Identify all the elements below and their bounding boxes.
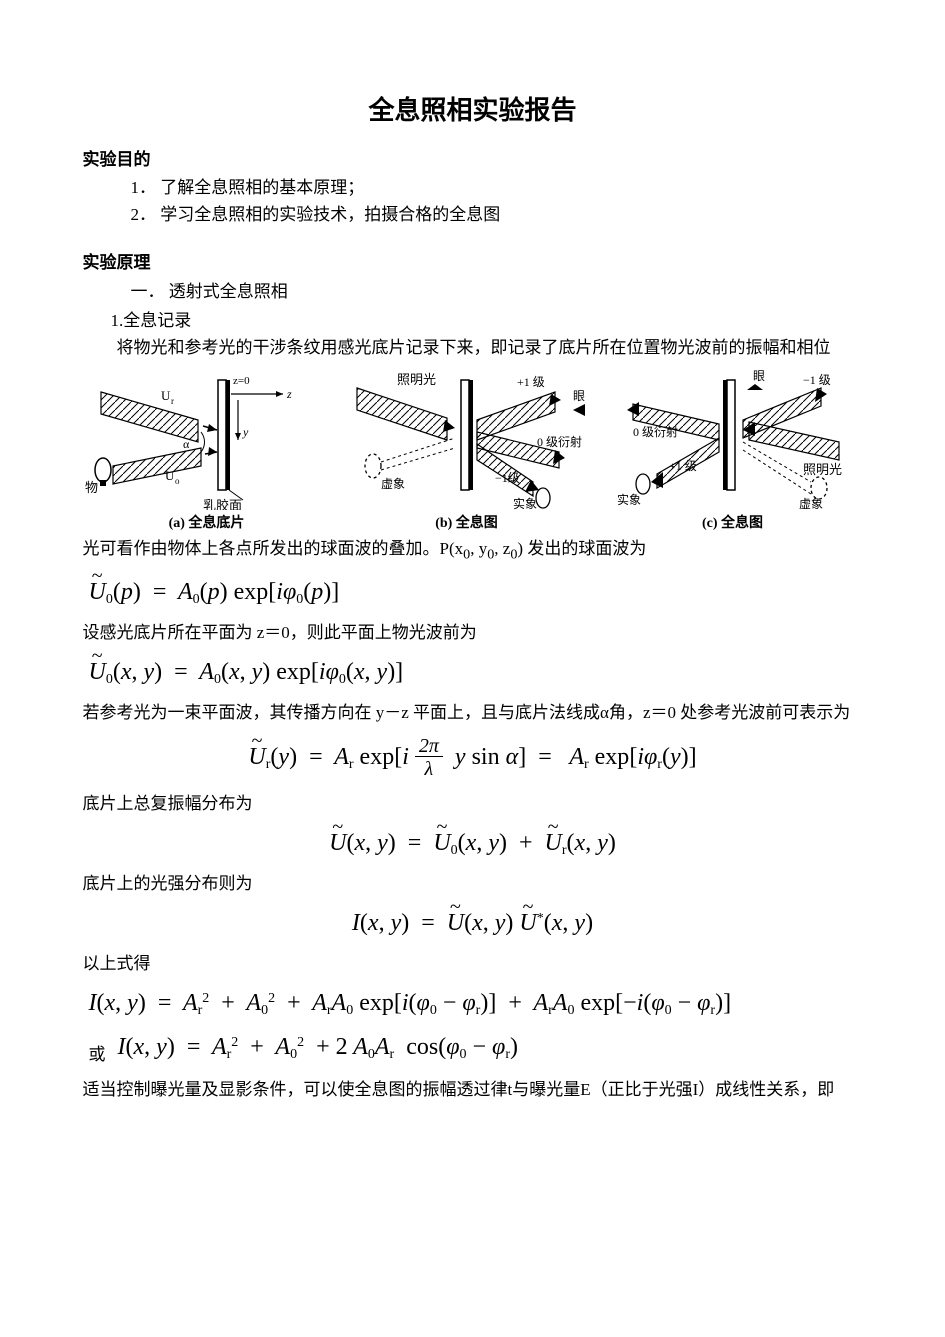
- svg-text:0 级衍射: 0 级衍射: [633, 424, 678, 439]
- paragraph-8: 适当控制曝光量及显影条件，可以使全息图的振幅透过律t与曝光量E（正比于光强I）成…: [83, 1077, 863, 1103]
- svg-text:+1 级: +1 级: [669, 459, 697, 473]
- equation-7: 或 I(x, y) = Ar2 + A02 + 2 A0Ar cos(φ0 − …: [83, 1031, 863, 1067]
- paragraph-6: 底片上的光强分布则为: [83, 871, 863, 897]
- paragraph-2: 光可看作由物体上各点所发出的球面波的叠加。P(x0, y0, z0) 发出的球面…: [83, 536, 863, 566]
- svg-text:−1级: −1级: [495, 471, 520, 485]
- equation-6: I(x, y) = Ar2 + A02 + ArA0 exp[i(φ0 − φr…: [83, 987, 863, 1021]
- figure-row: z z=0 y U r α U o: [83, 370, 863, 532]
- svg-text:虚象: 虚象: [799, 497, 823, 510]
- purpose-item-2: 2． 学习全息照相的实验技术，拍摄合格的全息图: [131, 201, 863, 228]
- section-purpose-heading: 实验目的: [83, 145, 863, 170]
- svg-text:y: y: [242, 425, 249, 439]
- paragraph-3: 设感光底片所在平面为 z＝0，则此平面上物光波前为: [83, 620, 863, 646]
- svg-text:物: 物: [85, 480, 98, 495]
- svg-text:实象: 实象: [617, 492, 641, 507]
- paragraph-7: 以上式得: [83, 951, 863, 977]
- svg-text:+1 级: +1 级: [517, 375, 545, 389]
- paragraph-1: 将物光和参考光的干涉条纹用感光底片记录下来，即记录了底片所在位置物光波前的振幅和…: [83, 335, 863, 361]
- figure-c-caption: (c) 全息图: [603, 512, 863, 532]
- figure-a-caption: (a) 全息底片: [83, 512, 331, 532]
- svg-text:r: r: [171, 396, 174, 406]
- figure-a: z z=0 y U r α U o: [83, 370, 331, 532]
- svg-text:0 级衍射: 0 级衍射: [537, 434, 582, 449]
- svg-text:乳胶面: 乳胶面: [203, 498, 242, 510]
- svg-text:虚象: 虚象: [381, 477, 405, 491]
- svg-text:眼: 眼: [573, 389, 585, 403]
- sub-heading-1: 一． 透射式全息照相: [131, 277, 863, 302]
- equation-2: U0(x, y) = A0(x, y) exp[iφ0(x, y)]: [83, 656, 863, 690]
- section-principle-heading: 实验原理: [83, 248, 863, 273]
- figure-b: 照明光 +1 级 眼 0 级衍射 −1级 虚象: [337, 370, 597, 532]
- figure-b-caption: (b) 全息图: [337, 512, 597, 532]
- paragraph-5: 底片上总复振幅分布为: [83, 791, 863, 817]
- svg-text:o: o: [175, 476, 180, 486]
- svg-text:实象: 实象: [513, 496, 537, 510]
- svg-text:z: z: [286, 387, 292, 401]
- equation-4: U(x, y) = U0(x, y) + Ur(x, y): [83, 827, 863, 861]
- svg-text:−1 级: −1 级: [803, 373, 831, 387]
- svg-text:α: α: [183, 437, 190, 451]
- figure-c: 照明光 −1 级 眼 0 级衍射 +1 级 实象: [603, 370, 863, 532]
- svg-text:U: U: [165, 468, 175, 483]
- equation-1: U0(p) = A0(p) exp[iφ0(p)]: [83, 576, 863, 610]
- page-title: 全息照相实验报告: [83, 90, 863, 127]
- svg-text:U: U: [161, 388, 171, 403]
- equation-5: I(x, y) = U(x, y) U*(x, y): [83, 907, 863, 941]
- sub-heading-1-1: 1.全息记录: [111, 306, 863, 331]
- equation-3: Ur(y) = Ar exp[i 2πλ y sin α] = Ar exp[i…: [83, 736, 863, 781]
- svg-text:照明光: 照明光: [803, 462, 842, 477]
- purpose-item-1: 1． 了解全息照相的基本原理；: [131, 174, 863, 201]
- svg-text:照明光: 照明光: [397, 372, 436, 387]
- svg-text:z=0: z=0: [233, 375, 250, 387]
- paragraph-4: 若参考光为一束平面波，其传播方向在 y－z 平面上，且与底片法线成α角，z＝0 …: [83, 700, 863, 726]
- svg-text:眼: 眼: [753, 370, 765, 383]
